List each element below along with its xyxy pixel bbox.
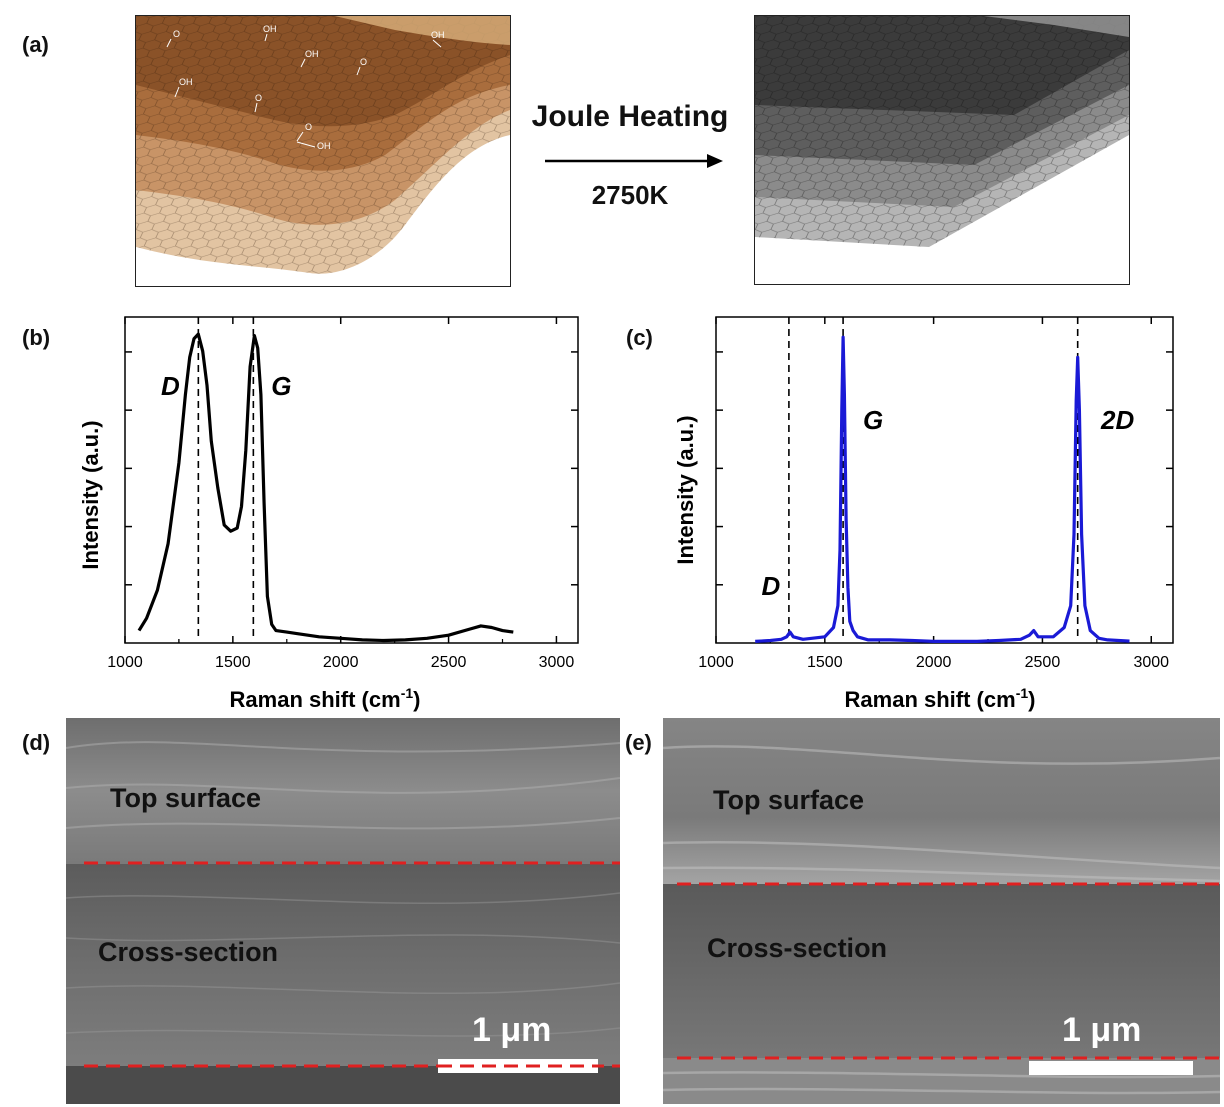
fg-label: O [173, 29, 180, 39]
top-surface-label: Top surface [110, 783, 262, 813]
plot-frame [715, 316, 1174, 644]
scale-bar-label: 1 μm [472, 1011, 552, 1049]
scale-bar-label: 1 μm [1062, 1011, 1142, 1049]
x-tick-label: 2500 [1025, 654, 1061, 671]
spectrum-line [137, 332, 514, 643]
spectrum-line [755, 335, 1130, 643]
x-tick-label: 1000 [107, 654, 143, 671]
panel-a-label: (a) [22, 32, 49, 57]
x-tick-label: 1000 [698, 654, 734, 671]
scale-bar [1029, 1061, 1193, 1075]
y-axis-label: Intensity (a.u.) [673, 415, 698, 564]
fg-label: OH [179, 77, 193, 87]
fg-label: O [255, 93, 262, 103]
peak-label-d: D [762, 571, 781, 601]
fg-label: OH [263, 24, 277, 34]
x-tick-label: 1500 [807, 654, 843, 671]
raman-chart-c: 1000 1500 2000 2500 3000 D G 2D Raman shift (cm… [673, 316, 1174, 712]
joule-heating-label: Joule Heating [531, 100, 729, 133]
fg-label: OH [305, 49, 319, 59]
peak-label-g: G [271, 371, 291, 401]
x-tick-label: 3000 [539, 654, 575, 671]
sem-image-d [66, 718, 620, 1104]
fg-label: O [360, 57, 367, 67]
fg-label: O [305, 122, 312, 132]
peak-label-2d: 2D [1100, 405, 1134, 435]
x-axis-label: Raman shift (cm-1) [230, 685, 421, 712]
graphene-illustration [754, 15, 1130, 285]
plot-frame [124, 316, 579, 644]
raman-chart-b: 1000 1500 2000 2500 3000 D G Raman shift (cm-1… [78, 316, 579, 712]
x-axis-label: Raman shift (cm-1) [845, 685, 1036, 712]
temperature-label: 2750K [591, 180, 669, 210]
x-tick-label: 1500 [215, 654, 251, 671]
x-tick-label: 2000 [323, 654, 359, 671]
x-tick-label: 2000 [916, 654, 952, 671]
cross-section-label: Cross-section [98, 937, 279, 967]
peak-label-d: D [161, 371, 180, 401]
fg-label: OH [317, 141, 331, 151]
sem-image-e [663, 718, 1220, 1104]
panel-b-label: (b) [22, 325, 51, 350]
fg-label: OH [431, 30, 445, 40]
panel-e-label: (e) [625, 730, 652, 755]
cross-section-label: Cross-section [707, 933, 888, 963]
panel-d-label: (d) [22, 730, 51, 755]
top-surface-label: Top surface [713, 785, 865, 815]
process-arrow [545, 154, 723, 168]
x-tick-label: 2500 [431, 654, 467, 671]
y-axis-label: Intensity (a.u.) [78, 420, 103, 569]
panel-c-label: (c) [626, 325, 653, 350]
x-tick-label: 3000 [1133, 654, 1169, 671]
graphene-oxide-illustration: O OH OH OH O OH O O OH [135, 15, 511, 287]
peak-label-g: G [863, 405, 883, 435]
